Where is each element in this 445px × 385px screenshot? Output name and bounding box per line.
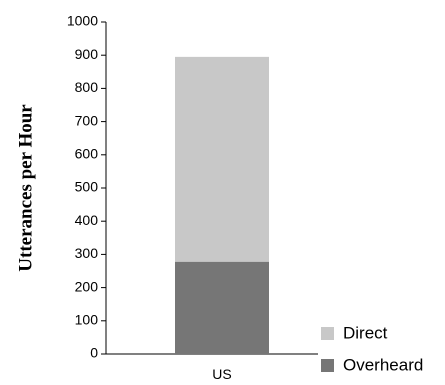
axes: 0 100 200 300 400 500 600 700 800 900 1000 US [67,13,318,382]
x-tick-label: US [212,366,231,382]
legend-swatch-direct [321,327,334,340]
y-tick-label: 600 [75,146,99,162]
y-tick-label: 0 [90,345,98,361]
y-tick-label: 900 [75,46,99,62]
y-tick-label: 1000 [67,13,98,29]
legend: Direct Overheard [321,323,423,374]
y-tick-label: 700 [75,112,99,128]
legend-label-direct: Direct [343,323,388,342]
y-tick-label: 100 [75,312,99,328]
bar-overheard [175,261,269,354]
legend-label-overheard: Overheard [343,355,423,374]
y-tick-label: 300 [75,245,99,261]
y-tick-label: 400 [75,212,99,228]
y-tick-label: 200 [75,278,99,294]
y-axis-label: Utterances per Hour [15,104,36,272]
y-tick-label: 800 [75,79,99,95]
bars [175,56,269,354]
y-tick-label: 500 [75,179,99,195]
bar-direct [175,56,269,262]
legend-swatch-overheard [321,359,334,372]
